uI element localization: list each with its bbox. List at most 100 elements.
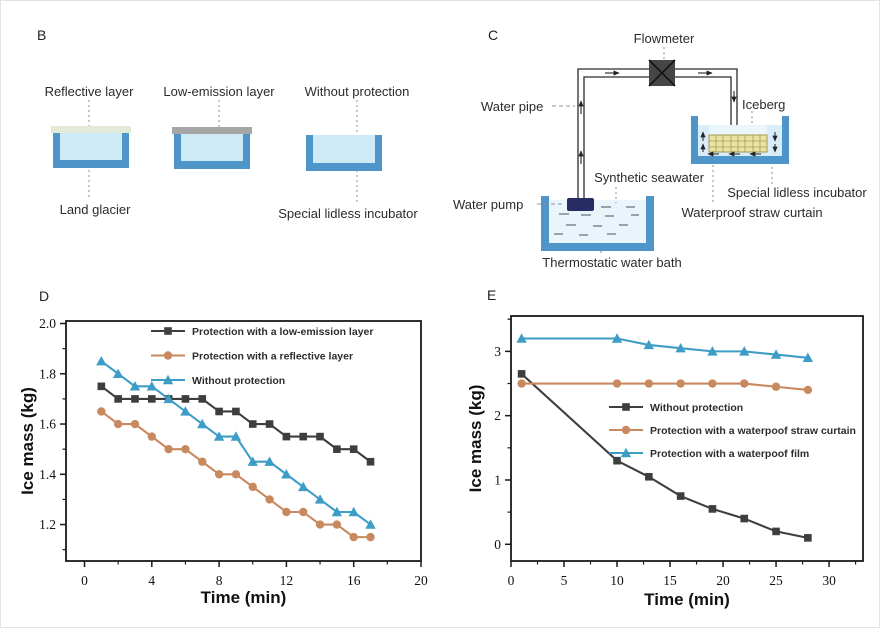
panel-e-letter: E xyxy=(487,287,497,303)
x-tick-label: 5 xyxy=(561,573,568,588)
legend-label: Without protection xyxy=(650,402,743,414)
marker-square xyxy=(804,534,812,542)
x-tick-label: 0 xyxy=(508,573,515,588)
y-tick-label: 2.0 xyxy=(39,316,56,331)
marker-square xyxy=(333,445,341,453)
marker-square xyxy=(676,492,685,500)
y-tick-label: 1.4 xyxy=(39,467,56,482)
panel-c-leaders xyxy=(537,47,773,256)
y-tick-label: 1.6 xyxy=(39,417,56,432)
y-tick-label: 3 xyxy=(494,344,501,359)
container-low-emission xyxy=(172,127,252,169)
series-line-0 xyxy=(100,385,372,463)
marker-square xyxy=(349,445,358,453)
plot-box xyxy=(510,315,864,562)
marker-square xyxy=(740,514,749,523)
marker-triangle xyxy=(707,346,718,356)
marker-square xyxy=(232,407,240,416)
panel-c-letter: C xyxy=(488,27,499,43)
x-axis-title: Time (min) xyxy=(201,588,287,607)
y-tick-label: 0 xyxy=(494,537,501,552)
marker-circle xyxy=(315,520,325,529)
flow-arrows xyxy=(578,70,737,164)
x-tick-label: 15 xyxy=(663,573,677,588)
bath-wall xyxy=(541,243,654,251)
label-low-emission-layer: Low-emission layer xyxy=(163,84,275,99)
label-water-pipe: Water pipe xyxy=(481,99,544,114)
x-tick-label: 10 xyxy=(610,573,624,588)
marker-circle xyxy=(621,425,631,435)
marker-triangle xyxy=(611,333,623,343)
label-synthetic-seawater: Synthetic seawater xyxy=(594,170,704,185)
label-waterproof-straw-curtain: Waterproof straw curtain xyxy=(681,205,823,220)
marker-triangle xyxy=(163,393,174,404)
marker-circle xyxy=(349,532,358,542)
x-tick-label: 16 xyxy=(347,573,361,588)
marker-triangle xyxy=(298,481,309,492)
flowmeter-cross xyxy=(648,59,676,87)
marker-circle xyxy=(198,457,207,466)
marker-triangle xyxy=(146,381,158,391)
marker-square xyxy=(517,370,526,378)
label-special-lidless-incubator-c: Special lidless incubator xyxy=(727,185,867,200)
x-tick-label: 30 xyxy=(822,573,836,588)
marker-square xyxy=(366,457,375,466)
series-line-0 xyxy=(520,373,809,539)
incubator-wall xyxy=(691,156,789,164)
marker-circle xyxy=(214,470,224,479)
marker-triangle xyxy=(770,349,782,359)
marker-triangle xyxy=(213,431,225,441)
reflective-strip xyxy=(51,126,131,133)
x-axis-title: Time (min) xyxy=(644,590,730,609)
flowmeter-symbol xyxy=(648,59,676,87)
circulation-arrows xyxy=(700,131,778,157)
bath-wall xyxy=(646,196,654,251)
marker-triangle xyxy=(247,456,258,466)
marker-circle xyxy=(366,532,375,542)
marker-circle xyxy=(803,385,813,395)
marker-square xyxy=(708,505,717,513)
marker-circle xyxy=(771,382,781,391)
diagram-canvas xyxy=(51,47,789,256)
marker-square xyxy=(181,395,190,403)
tub-water xyxy=(313,135,375,163)
legend-label: Protection with a waterpoof straw curtai… xyxy=(650,425,856,437)
x-tick-label: 12 xyxy=(280,573,294,588)
marker-square xyxy=(299,432,308,441)
marker-square xyxy=(164,327,172,335)
marker-circle xyxy=(164,444,173,454)
series-line-1 xyxy=(521,382,808,391)
marker-circle xyxy=(644,379,654,388)
marker-circle xyxy=(740,379,749,388)
marker-square xyxy=(114,395,122,403)
marker-triangle xyxy=(281,469,292,479)
label-special-lidless-incubator-b: Special lidless incubator xyxy=(278,206,418,221)
marker-triangle xyxy=(162,374,174,385)
y-axis-title: Ice mass (kg) xyxy=(18,387,37,495)
label-flowmeter: Flowmeter xyxy=(633,31,695,46)
marker-triangle xyxy=(675,342,686,353)
tub-water xyxy=(181,133,243,161)
y-tick-label: 1.2 xyxy=(39,517,56,532)
x-tick-label: 8 xyxy=(216,573,223,588)
y-axis-title: Ice mass (kg) xyxy=(466,385,485,493)
special-lidless-incubator xyxy=(691,116,789,164)
x-tick-label: 4 xyxy=(148,573,155,588)
plot-box xyxy=(65,320,422,562)
iceberg-slab xyxy=(709,125,767,135)
marker-triangle xyxy=(314,494,326,504)
chart-e: 0 5 10 15 20 25 30 0 1 2 3 Time (min) Ice mass (kg) W… xyxy=(466,315,864,609)
marker-circle xyxy=(248,482,257,492)
marker-square xyxy=(622,403,630,411)
straw-curtain-grid xyxy=(709,135,767,152)
label-thermostatic-water-bath: Thermostatic water bath xyxy=(542,255,682,270)
marker-square xyxy=(645,472,653,481)
label-iceberg: Iceberg xyxy=(742,97,786,112)
marker-circle xyxy=(676,379,685,388)
label-reflective-layer: Reflective layer xyxy=(44,84,134,99)
marker-circle xyxy=(282,507,291,517)
x-tick-label: 0 xyxy=(81,573,88,588)
marker-circle xyxy=(147,432,157,441)
marker-triangle xyxy=(802,352,814,362)
